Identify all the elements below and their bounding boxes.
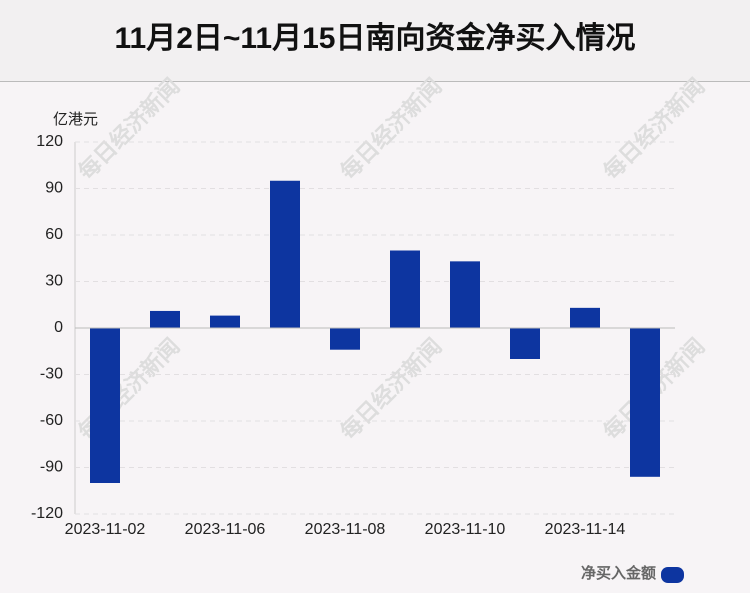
watermark: 每日经济新闻 bbox=[598, 73, 710, 185]
bar bbox=[270, 180, 300, 328]
x-tick-label: 2023-11-06 bbox=[185, 521, 266, 538]
x-tick-label: 2023-11-10 bbox=[425, 521, 506, 538]
y-tick-label: 60 bbox=[45, 226, 63, 243]
y-tick-label: -30 bbox=[40, 366, 63, 383]
y-tick-label: 30 bbox=[45, 273, 63, 290]
watermark: 每日经济新闻 bbox=[73, 73, 185, 185]
bar bbox=[630, 328, 660, 477]
y-tick-label: -120 bbox=[31, 505, 63, 522]
chart-title: 11月2日~11月15日南向资金净买入情况 bbox=[114, 21, 635, 55]
bar bbox=[90, 328, 120, 483]
bar bbox=[390, 250, 420, 328]
bar bbox=[570, 307, 600, 328]
y-tick-label: 0 bbox=[54, 319, 63, 336]
bar bbox=[210, 315, 240, 328]
bar bbox=[450, 261, 480, 328]
title-band bbox=[0, 0, 750, 81]
y-tick-label: 90 bbox=[45, 180, 63, 197]
y-tick-label: -60 bbox=[40, 412, 63, 429]
y-tick-label: -90 bbox=[40, 459, 63, 476]
watermark: 每日经济新闻 bbox=[335, 333, 447, 445]
watermark: 每日经济新闻 bbox=[335, 73, 447, 185]
x-tick-label: 2023-11-08 bbox=[305, 521, 386, 538]
legend-swatch bbox=[661, 567, 684, 583]
legend-label: 净买入金额 bbox=[581, 564, 656, 582]
bar bbox=[330, 328, 360, 350]
x-tick-label: 2023-11-14 bbox=[545, 521, 626, 538]
bar bbox=[510, 328, 540, 359]
y-axis-unit: 亿港元 bbox=[53, 111, 98, 128]
y-tick-label: 120 bbox=[36, 133, 63, 150]
bar bbox=[150, 310, 180, 328]
x-tick-label: 2023-11-02 bbox=[65, 521, 146, 538]
